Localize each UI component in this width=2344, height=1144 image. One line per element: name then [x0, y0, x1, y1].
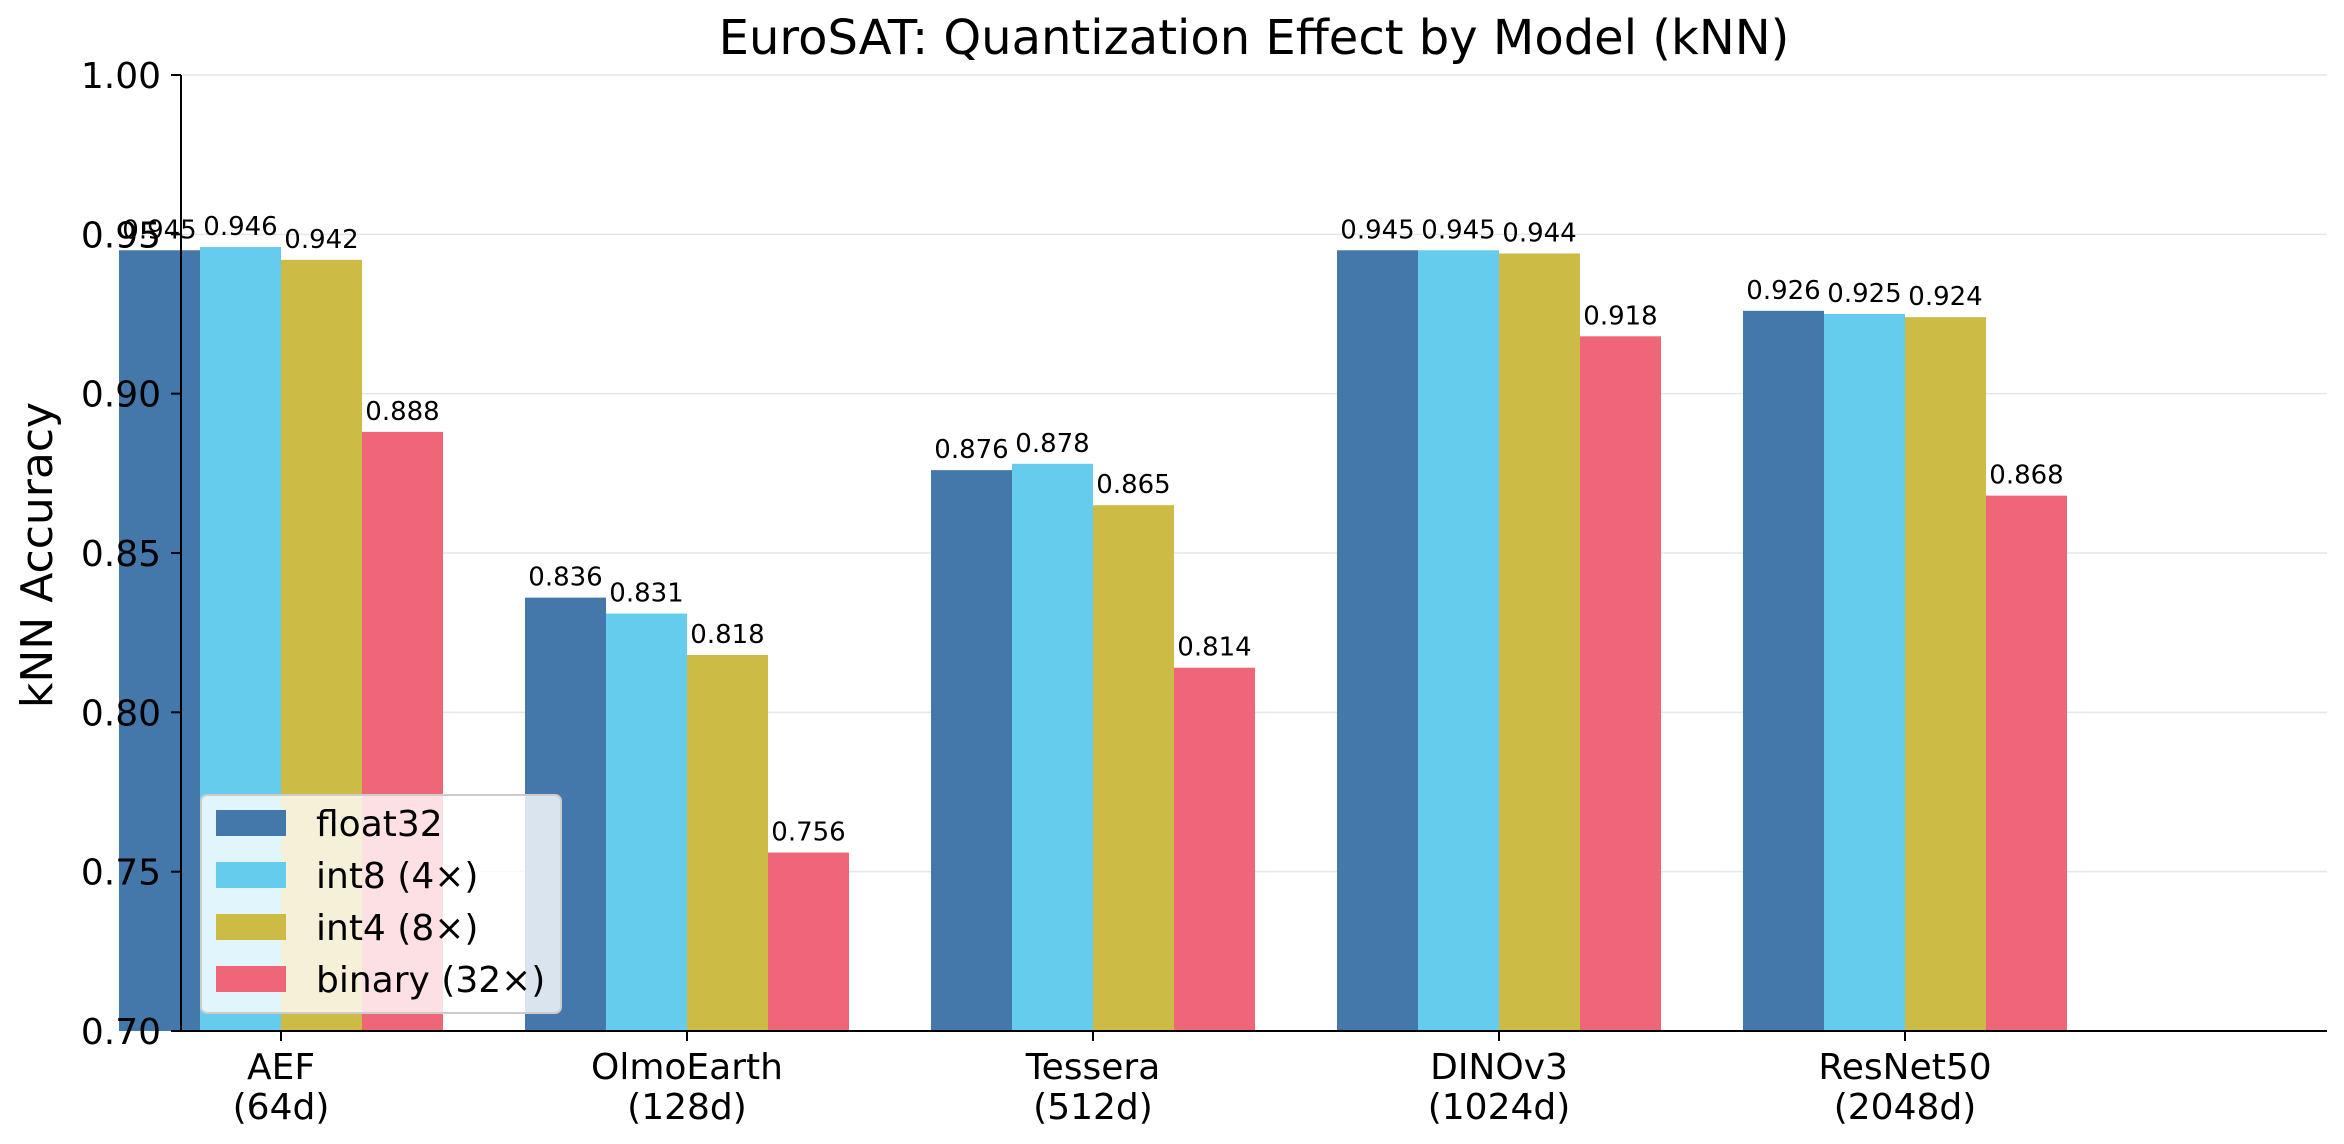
bar [1580, 336, 1661, 1032]
y-ticks: 0.70 0.75 0.80 0.85 0.90 0.95 1.00 [81, 56, 181, 1053]
data-label: 0.831 [609, 579, 683, 609]
x-tick-label: OlmoEarth [591, 1047, 783, 1088]
x-tick-label: (128d) [627, 1087, 747, 1128]
data-label: 0.942 [284, 225, 358, 255]
bar [1986, 495, 2067, 1031]
chart-title: EuroSAT: Quantization Effect by Model (k… [719, 10, 1790, 66]
bar [1337, 250, 1418, 1031]
data-label: 0.878 [1015, 429, 1089, 459]
bar [1824, 314, 1905, 1031]
data-label: 0.756 [771, 818, 845, 848]
y-tick-label: 0.85 [81, 534, 161, 575]
data-label: 0.945 [122, 215, 196, 245]
data-labels: 0.945 0.836 0.876 0.945 0.926 0.946 0.831 0.878… [122, 212, 2063, 847]
x-tick-label: (1024d) [1428, 1087, 1571, 1128]
data-label: 0.945 [1421, 215, 1495, 245]
bar [768, 852, 849, 1031]
legend-swatch [216, 966, 286, 992]
data-label: 0.876 [934, 435, 1008, 465]
y-tick-label: 0.75 [81, 853, 161, 894]
bar [606, 613, 687, 1031]
x-tick-label: (512d) [1033, 1087, 1153, 1128]
y-axis-label: kNN Accuracy [12, 402, 63, 708]
bar [931, 470, 1012, 1031]
y-tick-label: 0.70 [81, 1012, 161, 1053]
bar [119, 250, 200, 1031]
y-tick-label: 1.00 [81, 56, 161, 97]
y-tick-label: 0.95 [81, 215, 161, 256]
bar [1905, 317, 1986, 1032]
legend-label: binary (32×) [316, 960, 545, 1001]
data-label: 0.836 [528, 563, 602, 593]
x-tick-label: ResNet50 [1818, 1047, 1991, 1088]
bar [1093, 505, 1174, 1031]
legend-swatch [216, 914, 286, 940]
data-label: 0.865 [1096, 470, 1170, 500]
legend-swatch [216, 862, 286, 888]
bar [687, 654, 768, 1031]
bar [1418, 250, 1499, 1031]
y-tick-label: 0.80 [81, 693, 161, 734]
bar [1174, 667, 1255, 1031]
x-tick-label: AEF [247, 1047, 315, 1088]
x-tick-label: DINOv3 [1430, 1047, 1568, 1088]
bar [1012, 463, 1093, 1032]
data-label: 0.946 [203, 212, 277, 242]
data-label: 0.888 [365, 397, 439, 427]
x-tick-label: Tessera [1025, 1047, 1161, 1088]
legend-swatch [216, 810, 286, 836]
data-label: 0.945 [1340, 215, 1414, 245]
x-tick-label: (64d) [233, 1087, 330, 1128]
legend-label: int4 (8×) [316, 908, 478, 949]
x-ticks: AEF(64d) OlmoEarth(128d) Tessera(512d) DINO… [233, 1031, 1992, 1128]
data-label: 0.868 [1989, 461, 2063, 491]
bar [1499, 253, 1580, 1031]
data-label: 0.924 [1908, 282, 1982, 312]
legend-box [200, 794, 562, 1014]
data-label: 0.918 [1583, 301, 1657, 331]
y-tick-label: 0.90 [81, 375, 161, 416]
legend-label: int8 (4×) [316, 856, 478, 897]
data-label: 0.814 [1177, 633, 1251, 663]
legend-label: float32 [316, 804, 443, 845]
x-tick-label: (2048d) [1834, 1087, 1977, 1128]
data-label: 0.944 [1502, 218, 1576, 248]
data-label: 0.925 [1827, 279, 1901, 309]
data-label: 0.926 [1746, 276, 1820, 306]
legend: float32 int8 (4×) int4 (8×) binary (32×) [200, 794, 562, 1014]
data-label: 0.818 [690, 620, 764, 650]
bar [1743, 310, 1824, 1031]
